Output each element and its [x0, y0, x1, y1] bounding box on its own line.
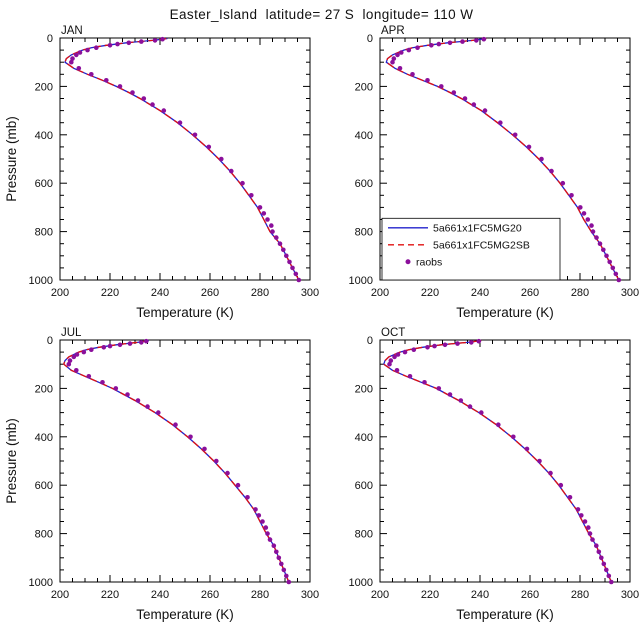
- y-tick-label: 400: [354, 432, 372, 444]
- x-tick-label: 200: [50, 589, 68, 601]
- series-line-5a661x1FC5MG20: [63, 37, 299, 281]
- legend-label: 5a661x1FC5MG2SB: [433, 239, 530, 251]
- x-tick-label: 300: [300, 589, 318, 601]
- series-line-5a661x1FC5MG2SB: [382, 339, 612, 583]
- y-tick-label: 600: [354, 480, 372, 492]
- x-tick-label: 260: [520, 589, 538, 601]
- y-axis-label: Pressure (mb): [4, 418, 19, 504]
- x-tick-label: 260: [200, 589, 218, 601]
- y-tick-label: 400: [34, 130, 52, 142]
- x-tick-label: 240: [150, 589, 168, 601]
- panel-title: JAN: [61, 25, 83, 37]
- series-line-5a661x1FC5MG2SB: [385, 37, 619, 281]
- x-axis-label: Temperature (K): [456, 305, 554, 320]
- x-tick-label: 260: [200, 287, 218, 299]
- x-tick-label: 280: [250, 287, 268, 299]
- series-line-5a661x1FC5MG2SB: [62, 339, 289, 583]
- y-tick-label: 800: [354, 529, 372, 541]
- series-dots-raobs: [389, 36, 621, 283]
- series-dots-raobs: [386, 338, 614, 585]
- panel-title: JUL: [61, 327, 82, 339]
- y-tick-label: 400: [354, 130, 372, 142]
- y-tick-label: 200: [354, 81, 372, 93]
- y-tick-label: 200: [34, 81, 52, 93]
- plot-frame: [379, 339, 630, 583]
- legend-box: [381, 217, 560, 281]
- y-tick-label: 600: [354, 178, 372, 190]
- y-tick-label: 0: [366, 335, 372, 347]
- y-tick-label: 1000: [28, 275, 52, 287]
- x-tick-label: 220: [420, 287, 438, 299]
- panel-title: APR: [381, 25, 405, 37]
- panel-title: OCT: [381, 327, 405, 339]
- panel-jan: 200 220 240 260 280 300 0 200 400 600 800 1000 JAN Te…: [4, 25, 319, 320]
- legend: 5a661x1FC5MG20 5a661x1FC5MG2SB raobs: [381, 217, 560, 281]
- panel-jul: 200 220 240 260 280 300 0 200 400 600 800 1000 JUL Te…: [4, 327, 319, 622]
- panel-oct: 200 220 240 260 280 300 0 200 400 600 800 1000 OCT Te…: [348, 327, 639, 622]
- x-tick-label: 220: [100, 589, 118, 601]
- x-tick-label: 280: [570, 589, 588, 601]
- legend-label: raobs: [416, 256, 442, 268]
- series-dots-raobs: [66, 338, 291, 585]
- panels-grid: 200 220 240 260 280 300 0 200 400 600 800 1000 JAN Te…: [0, 24, 643, 628]
- y-tick-label: 0: [366, 33, 372, 45]
- x-axis-label: Temperature (K): [136, 607, 234, 622]
- x-tick-label: 200: [370, 287, 388, 299]
- x-tick-label: 280: [570, 287, 588, 299]
- plot-frame: [59, 37, 310, 281]
- y-tick-label: 400: [34, 432, 52, 444]
- x-tick-label: 260: [520, 287, 538, 299]
- y-tick-label: 600: [34, 178, 52, 190]
- x-tick-label: 200: [370, 589, 388, 601]
- y-tick-label: 800: [34, 227, 52, 239]
- y-tick-label: 600: [34, 480, 52, 492]
- figure-title: Easter_Island latitude= 27 S longitude= …: [169, 7, 474, 22]
- x-tick-label: 300: [620, 589, 638, 601]
- x-tick-label: 240: [470, 589, 488, 601]
- series-line-5a661x1FC5MG2SB: [63, 37, 299, 281]
- legend-dot-swatch: [405, 259, 410, 265]
- x-tick-label: 240: [470, 287, 488, 299]
- axis-ticks: [379, 339, 630, 583]
- x-tick-label: 220: [420, 589, 438, 601]
- y-tick-label: 1000: [28, 577, 52, 589]
- y-tick-label: 1000: [348, 577, 372, 589]
- y-tick-label: 0: [46, 335, 52, 347]
- series-line-5a661x1FC5MG20: [382, 339, 612, 583]
- x-tick-label: 300: [300, 287, 318, 299]
- axis-ticks: [59, 339, 310, 583]
- x-tick-label: 200: [50, 287, 68, 299]
- y-tick-label: 800: [354, 227, 372, 239]
- x-tick-label: 300: [620, 287, 638, 299]
- x-axis-label: Temperature (K): [456, 607, 554, 622]
- y-tick-label: 200: [354, 383, 372, 395]
- y-tick-label: 200: [34, 383, 52, 395]
- x-tick-label: 280: [250, 589, 268, 601]
- x-tick-label: 240: [150, 287, 168, 299]
- axis-ticks: [59, 37, 310, 281]
- legend-label: 5a661x1FC5MG20: [433, 222, 522, 234]
- series-line-5a661x1FC5MG20: [62, 339, 289, 583]
- series-dots-raobs: [68, 36, 301, 283]
- y-tick-label: 800: [34, 529, 52, 541]
- panel-apr: 200 220 240 260 280 300 0 200 400 600 800 1000 APR Te…: [348, 25, 639, 320]
- x-tick-label: 220: [100, 287, 118, 299]
- y-tick-label: 0: [46, 33, 52, 45]
- x-axis-label: Temperature (K): [136, 305, 234, 320]
- y-axis-label: Pressure (mb): [4, 116, 19, 202]
- y-tick-label: 1000: [348, 275, 372, 287]
